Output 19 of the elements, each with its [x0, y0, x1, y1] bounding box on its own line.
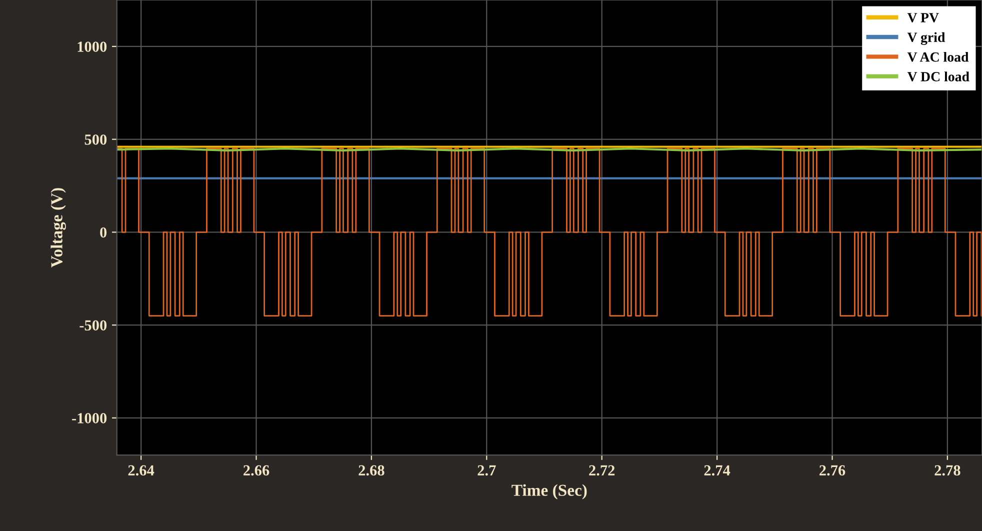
y-axis-title: Voltage (V): [50, 188, 66, 268]
x-tick-label: 2.76: [820, 465, 846, 476]
y-tick-label: -1000: [72, 413, 107, 424]
x-tick-label: 2.7: [478, 465, 496, 476]
x-tick-label: 2.72: [589, 465, 615, 476]
legend-label: V PV: [907, 13, 939, 22]
x-tick-label: 2.78: [934, 465, 960, 476]
y-tick-label: 500: [84, 134, 107, 145]
x-axis-title: Time (Sec): [512, 484, 587, 500]
legend-label: V grid: [907, 32, 946, 45]
legend-label: V AC load: [907, 52, 969, 62]
legend-label: V DC load: [907, 72, 970, 82]
y-tick-label: 0: [100, 227, 107, 238]
x-tick-label: 2.68: [358, 465, 384, 476]
y-tick-label: 1000: [78, 42, 107, 52]
x-tick-label: 2.66: [244, 465, 270, 476]
y-tick-label: -500: [80, 320, 107, 330]
x-tick-label: 2.74: [704, 465, 730, 476]
x-tick-label: 2.64: [128, 465, 154, 476]
